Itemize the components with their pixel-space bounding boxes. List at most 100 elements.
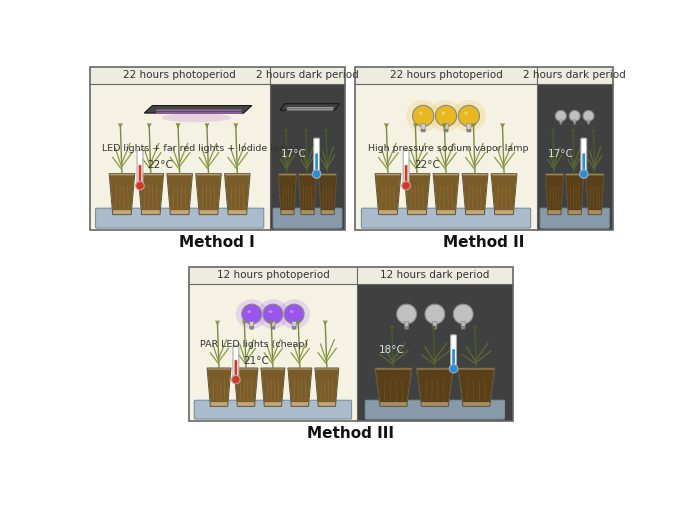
Polygon shape bbox=[207, 368, 231, 407]
Polygon shape bbox=[208, 370, 231, 402]
Polygon shape bbox=[573, 120, 576, 123]
FancyBboxPatch shape bbox=[537, 67, 612, 84]
Text: 17°C: 17°C bbox=[280, 149, 306, 159]
Circle shape bbox=[453, 304, 473, 324]
Ellipse shape bbox=[162, 113, 231, 122]
Ellipse shape bbox=[442, 112, 445, 115]
Polygon shape bbox=[444, 124, 449, 130]
Text: Method II: Method II bbox=[443, 235, 525, 250]
Text: 12 hours dark period: 12 hours dark period bbox=[380, 271, 490, 280]
Polygon shape bbox=[249, 322, 254, 327]
Polygon shape bbox=[566, 175, 584, 210]
Polygon shape bbox=[546, 175, 563, 210]
Circle shape bbox=[402, 181, 410, 190]
Polygon shape bbox=[588, 123, 590, 124]
Polygon shape bbox=[250, 327, 253, 329]
Polygon shape bbox=[167, 175, 192, 210]
Text: 22°C: 22°C bbox=[414, 161, 440, 171]
FancyBboxPatch shape bbox=[90, 67, 270, 84]
Ellipse shape bbox=[257, 299, 289, 329]
Polygon shape bbox=[299, 175, 316, 210]
Polygon shape bbox=[433, 322, 437, 327]
Ellipse shape bbox=[452, 100, 486, 132]
Polygon shape bbox=[433, 174, 459, 215]
FancyBboxPatch shape bbox=[365, 400, 504, 419]
Polygon shape bbox=[560, 123, 562, 124]
Circle shape bbox=[312, 170, 321, 178]
Circle shape bbox=[263, 304, 283, 324]
Ellipse shape bbox=[429, 100, 463, 132]
Circle shape bbox=[425, 304, 445, 324]
Polygon shape bbox=[138, 175, 163, 210]
Circle shape bbox=[583, 111, 594, 121]
Polygon shape bbox=[271, 327, 275, 329]
Polygon shape bbox=[145, 106, 251, 113]
Text: PAR LED lights (cheap): PAR LED lights (cheap) bbox=[201, 340, 309, 349]
Polygon shape bbox=[375, 175, 400, 210]
Polygon shape bbox=[466, 124, 471, 130]
Circle shape bbox=[436, 106, 457, 126]
Polygon shape bbox=[279, 175, 296, 210]
Circle shape bbox=[458, 106, 480, 126]
Polygon shape bbox=[225, 175, 249, 210]
Polygon shape bbox=[138, 174, 164, 215]
FancyBboxPatch shape bbox=[540, 208, 609, 228]
Polygon shape bbox=[286, 107, 334, 108]
FancyBboxPatch shape bbox=[90, 84, 270, 230]
FancyBboxPatch shape bbox=[188, 284, 357, 421]
Polygon shape bbox=[491, 174, 517, 215]
FancyBboxPatch shape bbox=[95, 208, 264, 228]
FancyBboxPatch shape bbox=[452, 349, 455, 367]
Polygon shape bbox=[315, 368, 339, 407]
Polygon shape bbox=[319, 174, 337, 215]
Polygon shape bbox=[156, 112, 242, 113]
Polygon shape bbox=[280, 104, 339, 110]
Polygon shape bbox=[280, 104, 339, 110]
Circle shape bbox=[556, 111, 566, 121]
Polygon shape bbox=[156, 110, 242, 111]
Polygon shape bbox=[587, 120, 590, 123]
Polygon shape bbox=[417, 370, 453, 402]
FancyBboxPatch shape bbox=[273, 208, 342, 228]
Polygon shape bbox=[299, 174, 316, 215]
Polygon shape bbox=[196, 175, 221, 210]
FancyBboxPatch shape bbox=[451, 335, 456, 367]
FancyBboxPatch shape bbox=[356, 84, 537, 230]
Circle shape bbox=[412, 106, 434, 126]
Polygon shape bbox=[405, 175, 429, 210]
Ellipse shape bbox=[464, 112, 468, 115]
Polygon shape bbox=[462, 174, 488, 215]
FancyBboxPatch shape bbox=[188, 267, 357, 284]
FancyBboxPatch shape bbox=[270, 84, 345, 230]
Polygon shape bbox=[405, 327, 408, 329]
Circle shape bbox=[449, 365, 458, 373]
Polygon shape bbox=[458, 368, 495, 407]
Text: LED lights + far red lights + Iodide lamps: LED lights + far red lights + Iodide lam… bbox=[102, 143, 299, 153]
Polygon shape bbox=[404, 322, 409, 327]
Ellipse shape bbox=[290, 310, 293, 313]
Polygon shape bbox=[292, 327, 296, 329]
Ellipse shape bbox=[419, 112, 423, 115]
FancyBboxPatch shape bbox=[581, 138, 586, 173]
Polygon shape bbox=[461, 322, 466, 327]
FancyBboxPatch shape bbox=[195, 400, 351, 419]
Text: Method I: Method I bbox=[179, 235, 256, 250]
FancyBboxPatch shape bbox=[403, 150, 409, 184]
Text: Method III: Method III bbox=[307, 426, 394, 441]
Ellipse shape bbox=[236, 299, 268, 329]
Polygon shape bbox=[416, 368, 453, 407]
Polygon shape bbox=[545, 174, 564, 215]
Polygon shape bbox=[492, 175, 516, 210]
Polygon shape bbox=[292, 322, 297, 327]
Text: 18°C: 18°C bbox=[379, 344, 405, 355]
Ellipse shape bbox=[278, 299, 310, 329]
Polygon shape bbox=[421, 124, 425, 130]
FancyBboxPatch shape bbox=[405, 165, 408, 184]
Polygon shape bbox=[566, 174, 584, 215]
Polygon shape bbox=[421, 130, 425, 132]
Circle shape bbox=[569, 111, 580, 121]
FancyBboxPatch shape bbox=[357, 284, 512, 421]
Polygon shape bbox=[262, 370, 284, 402]
Polygon shape bbox=[145, 106, 251, 113]
Circle shape bbox=[284, 304, 304, 324]
